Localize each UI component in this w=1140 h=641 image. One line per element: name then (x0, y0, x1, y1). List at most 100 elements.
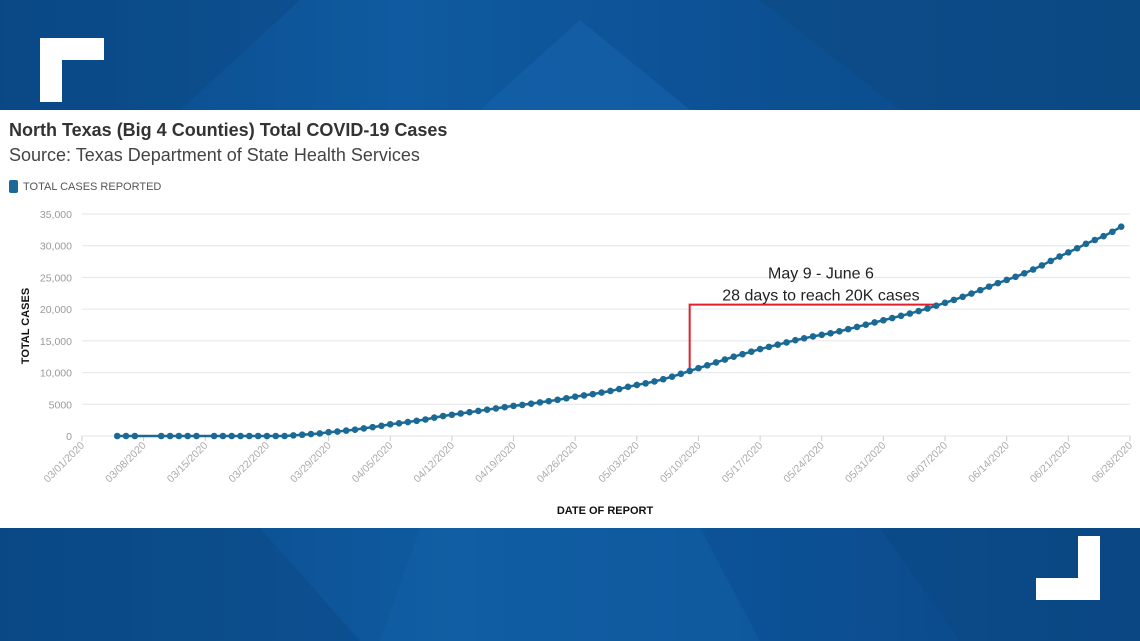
data-point[interactable] (703, 361, 711, 369)
data-point[interactable] (527, 400, 535, 407)
data-point[interactable] (862, 321, 870, 328)
data-point[interactable] (475, 407, 482, 415)
data-point[interactable] (880, 316, 887, 324)
data-point[interactable] (466, 408, 473, 416)
data-point[interactable] (395, 420, 403, 427)
data-point[interactable] (113, 432, 121, 440)
data-point[interactable] (316, 430, 324, 437)
data-point[interactable] (378, 422, 385, 430)
data-point[interactable] (175, 432, 183, 440)
data-point[interactable] (844, 325, 852, 333)
data-point[interactable] (941, 299, 949, 307)
data-point[interactable] (774, 341, 782, 348)
data-point[interactable] (871, 319, 878, 326)
data-point[interactable] (351, 426, 359, 433)
data-point[interactable] (1003, 276, 1011, 284)
data-point[interactable] (888, 314, 896, 322)
data-point[interactable] (536, 399, 544, 406)
data-point[interactable] (1038, 262, 1046, 269)
data-point[interactable] (386, 420, 394, 428)
data-point[interactable] (1021, 270, 1028, 277)
data-point[interactable] (193, 432, 200, 440)
data-point[interactable] (1109, 228, 1116, 236)
data-point[interactable] (281, 432, 288, 440)
data-point[interactable] (184, 432, 191, 440)
data-point[interactable] (1012, 273, 1019, 281)
data-point[interactable] (651, 378, 658, 385)
data-point[interactable] (1091, 236, 1099, 244)
data-point[interactable] (263, 432, 271, 440)
data-point[interactable] (730, 353, 737, 361)
data-point[interactable] (924, 305, 931, 312)
data-point[interactable] (756, 345, 764, 353)
data-point[interactable] (166, 432, 174, 440)
data-point[interactable] (853, 323, 861, 331)
data-point[interactable] (122, 432, 130, 440)
data-point[interactable] (219, 432, 227, 440)
data-point[interactable] (492, 405, 500, 412)
data-point[interactable] (624, 383, 632, 391)
data-point[interactable] (677, 370, 685, 378)
data-point[interactable] (448, 411, 456, 419)
data-point[interactable] (272, 432, 280, 440)
data-point[interactable] (290, 432, 297, 439)
data-point[interactable] (413, 417, 420, 425)
data-point[interactable] (800, 335, 808, 342)
data-point[interactable] (906, 310, 914, 317)
data-point[interactable] (510, 402, 517, 410)
data-point[interactable] (1065, 249, 1072, 256)
data-point[interactable] (968, 290, 975, 297)
data-point[interactable] (404, 418, 412, 426)
chart-legend[interactable]: TOTAL CASES REPORTED (9, 180, 161, 193)
data-point[interactable] (457, 410, 464, 417)
data-point[interactable] (765, 343, 773, 351)
data-point[interactable] (950, 296, 958, 304)
data-point[interactable] (545, 397, 553, 405)
data-point[interactable] (1056, 253, 1063, 260)
data-point[interactable] (783, 339, 790, 346)
data-point[interactable] (307, 430, 315, 438)
data-point[interactable] (712, 359, 720, 366)
data-point[interactable] (298, 431, 306, 439)
data-point[interactable] (430, 414, 438, 421)
data-point[interactable] (959, 293, 966, 301)
data-point[interactable] (580, 392, 588, 399)
data-point[interactable] (131, 432, 139, 440)
data-point[interactable] (809, 333, 817, 340)
data-point[interactable] (932, 302, 940, 309)
data-point[interactable] (818, 331, 826, 339)
data-point[interactable] (439, 412, 447, 420)
data-point[interactable] (739, 350, 746, 358)
data-point[interactable] (1029, 266, 1037, 273)
data-point[interactable] (554, 396, 561, 404)
data-point[interactable] (615, 385, 623, 393)
data-point[interactable] (633, 381, 641, 389)
data-point[interactable] (792, 336, 799, 344)
data-point[interactable] (897, 312, 905, 320)
data-point[interactable] (237, 432, 244, 440)
data-point[interactable] (1082, 240, 1090, 248)
data-point[interactable] (360, 425, 368, 432)
data-point[interactable] (246, 432, 253, 440)
data-point[interactable] (985, 283, 993, 290)
data-point[interactable] (342, 427, 350, 434)
data-point[interactable] (642, 380, 649, 387)
data-point[interactable] (501, 403, 509, 411)
data-point[interactable] (659, 375, 667, 383)
data-point[interactable] (836, 328, 843, 335)
data-point[interactable] (721, 356, 729, 363)
data-point[interactable] (254, 432, 262, 440)
data-point[interactable] (976, 286, 984, 294)
data-point[interactable] (607, 387, 614, 395)
data-point[interactable] (994, 279, 1002, 287)
data-point[interactable] (334, 428, 341, 435)
data-point[interactable] (483, 406, 491, 413)
data-point[interactable] (1100, 232, 1107, 240)
data-point[interactable] (571, 393, 579, 400)
data-point[interactable] (563, 394, 570, 402)
data-point[interactable] (157, 432, 165, 440)
data-point[interactable] (1073, 244, 1081, 252)
data-point[interactable] (369, 423, 376, 431)
data-point[interactable] (668, 373, 676, 380)
data-point[interactable] (748, 348, 755, 355)
